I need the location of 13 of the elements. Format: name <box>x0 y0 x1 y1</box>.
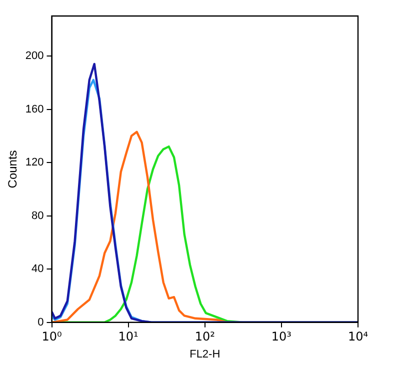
y-tick-label: 160 <box>25 103 44 116</box>
x-tick-label: 10¹ <box>118 330 139 344</box>
x-tick-label: 10⁰ <box>42 330 62 344</box>
y-tick-label: 120 <box>25 156 44 169</box>
x-tick-label: 10³ <box>271 330 292 344</box>
y-tick-label: 200 <box>25 50 44 62</box>
x-tick-label: 10² <box>194 330 216 344</box>
y-axis-title: Counts <box>6 150 20 188</box>
y-tick-label: 80 <box>32 210 44 222</box>
x-tick-label: 10⁴ <box>348 330 368 344</box>
y-tick-label: 0 <box>38 316 44 328</box>
x-axis-title: FL2-H <box>190 348 220 360</box>
y-tick-label: 40 <box>32 263 44 276</box>
